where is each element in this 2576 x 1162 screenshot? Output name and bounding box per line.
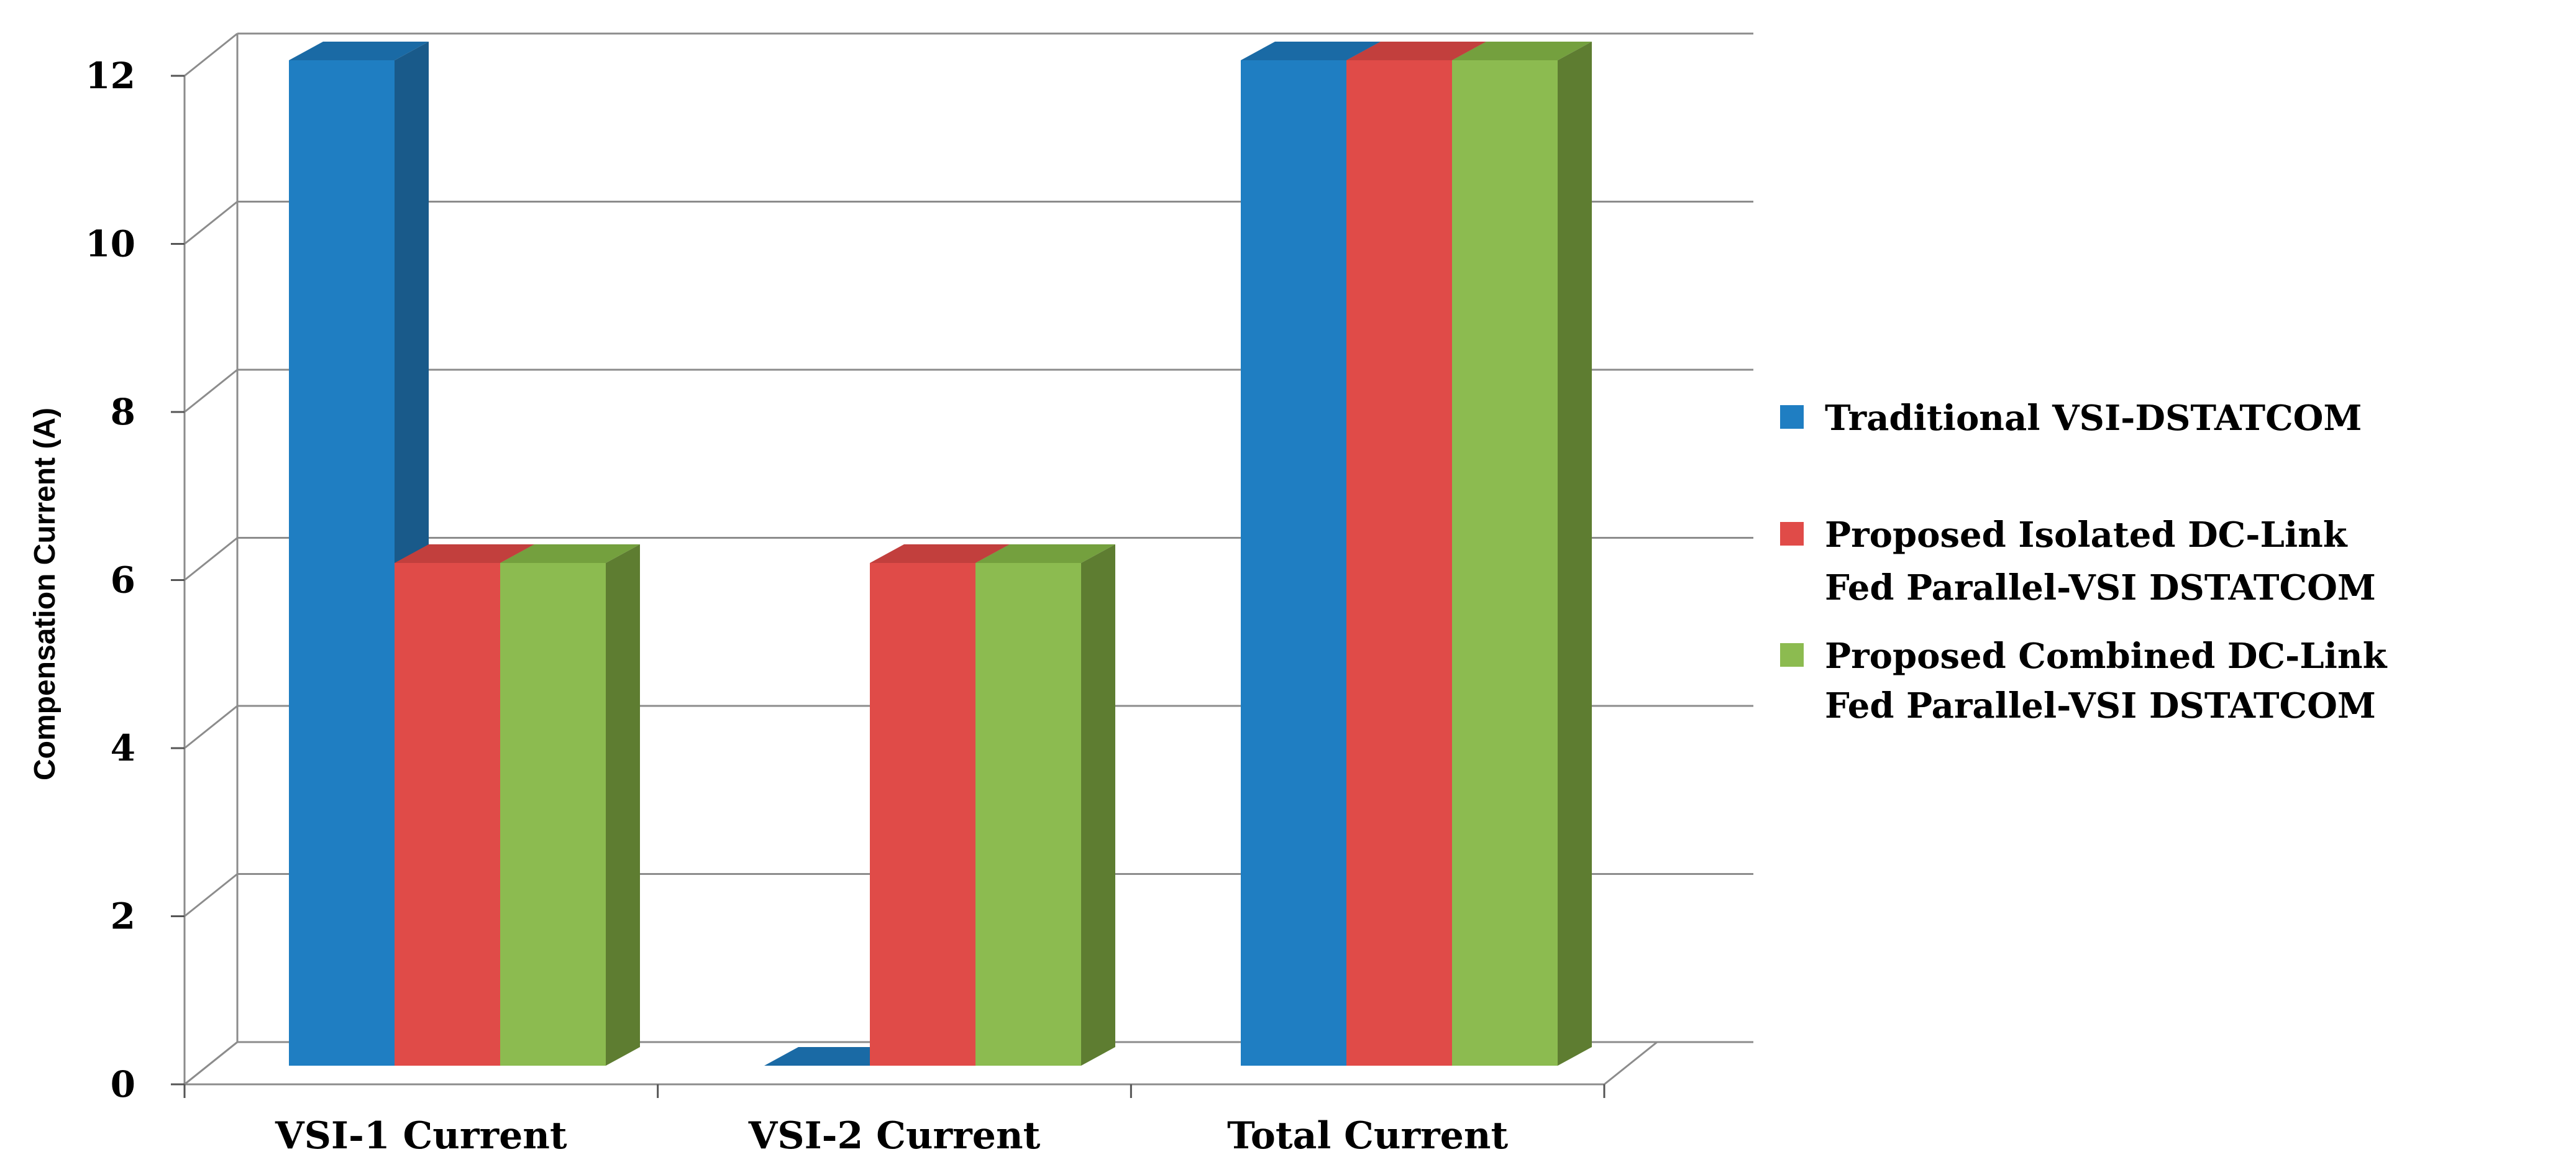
bar-front — [1241, 60, 1346, 1066]
bar-top — [395, 544, 534, 563]
legend-item: Proposed Combined DC-Link Fed Parallel-VS… — [1780, 636, 2388, 726]
wall-gridline — [184, 873, 238, 917]
bar-front — [975, 563, 1081, 1066]
bar-side — [1558, 42, 1592, 1066]
y-tick-label: 0 — [111, 1063, 135, 1105]
bar-front — [395, 563, 500, 1066]
y-tick-label: 8 — [111, 391, 135, 433]
bar-top — [975, 544, 1115, 563]
bar-top — [1452, 42, 1592, 60]
x-tick-label: VSI-2 Current — [748, 1114, 1041, 1158]
bar-top — [1241, 42, 1381, 60]
y-tick-label: 4 — [111, 727, 135, 769]
y-tick-label: 6 — [111, 559, 135, 602]
x-tick-label: Total Current — [1227, 1114, 1508, 1158]
axes: 0 2 4 6 8 10 12 VSI-1 Current VSI-2 Current Total… — [85, 55, 1605, 1158]
bar-top — [764, 1047, 904, 1066]
legend-swatch — [1780, 405, 1804, 429]
legend-label: Fed Parallel-VSI DSTATCOM — [1825, 567, 2376, 608]
wall-gridline — [184, 537, 238, 581]
y-tick-label: 12 — [85, 55, 135, 97]
y-tick-label: 2 — [111, 895, 135, 938]
x-tick-label: VSI-1 Current — [275, 1114, 567, 1158]
legend-label: Traditional VSI-DSTATCOM — [1825, 398, 2362, 439]
bar-top — [870, 544, 1010, 563]
legend-item: Traditional VSI-DSTATCOM — [1780, 398, 2362, 439]
bar — [1452, 42, 1592, 1066]
bar — [500, 544, 640, 1066]
wall-gridline — [184, 368, 238, 413]
bar-front — [870, 563, 975, 1066]
wall-gridline — [184, 32, 238, 77]
bar-side — [1081, 544, 1115, 1066]
bar-top — [289, 42, 429, 60]
bar-top — [500, 544, 640, 563]
legend-swatch — [1780, 643, 1804, 667]
y-axis-title: Compensation Current (A) — [29, 408, 62, 780]
bar-front — [500, 563, 606, 1066]
bar-front — [289, 60, 395, 1066]
bar-top — [1346, 42, 1486, 60]
bar-front — [1452, 60, 1558, 1066]
bar — [764, 1047, 904, 1066]
y-tick-label: 10 — [85, 223, 135, 265]
legend-label: Proposed Isolated DC-Link — [1825, 515, 2348, 556]
wall-gridline — [184, 201, 238, 245]
bar-side — [606, 544, 640, 1066]
wall-gridline — [184, 705, 238, 749]
bar — [975, 544, 1115, 1066]
bars — [289, 42, 1592, 1066]
legend-label: Fed Parallel-VSI DSTATCOM — [1825, 685, 2376, 726]
legend-label: Proposed Combined DC-Link — [1825, 636, 2388, 677]
legend-swatch — [1780, 522, 1804, 546]
legend: Traditional VSI-DSTATCOM Proposed Isolate… — [1780, 398, 2388, 726]
bar-front — [1346, 60, 1452, 1066]
legend-item: Proposed Isolated DC-Link Fed Parallel-VS… — [1780, 515, 2376, 608]
